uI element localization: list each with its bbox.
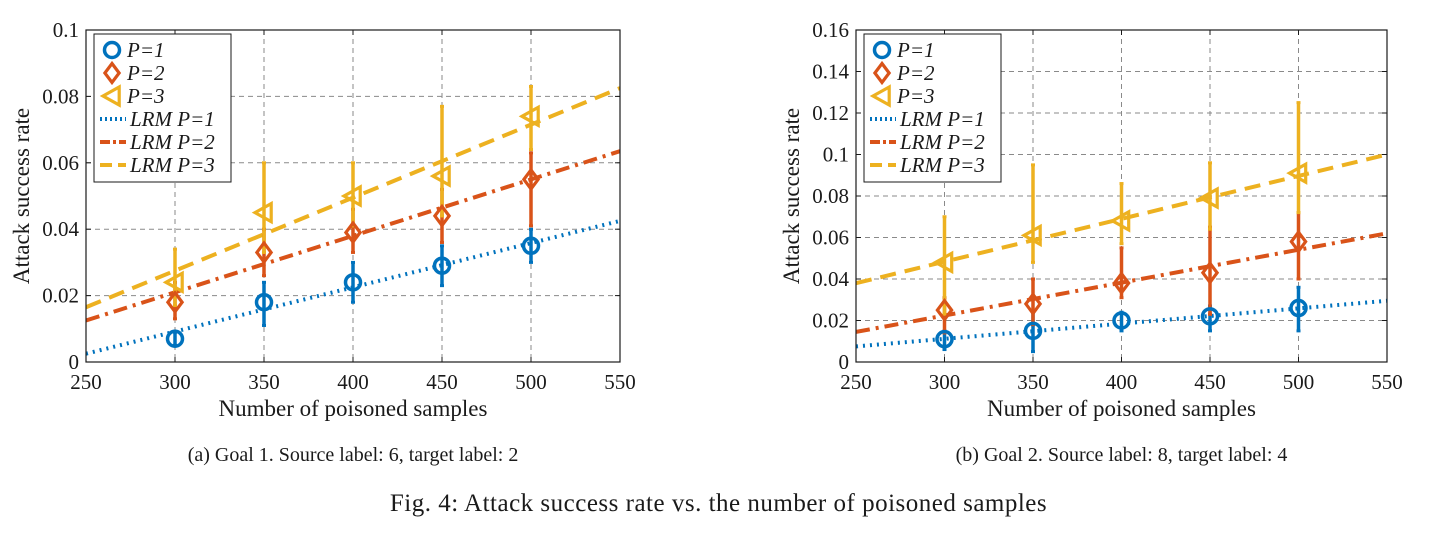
y-tick-label: 0.12 bbox=[812, 101, 849, 125]
legend-label: LRM P=1 bbox=[129, 107, 215, 131]
y-axis-label: Attack success rate bbox=[779, 108, 804, 284]
data-point-p1 bbox=[343, 273, 363, 292]
chart-b: 250 300 350 400 450 500 550 0 0.02 0.04 0.06 0.08 0.… bbox=[779, 18, 1403, 466]
panel-caption: (a) Goal 1. Source label: 6, target labe… bbox=[188, 444, 519, 466]
x-axis-label: Number of poisoned samples bbox=[219, 396, 488, 421]
data-point-p1 bbox=[1289, 298, 1308, 318]
legend-label: P=2 bbox=[126, 61, 165, 85]
chart-a: 250 300 350 400 450 500 550 0 0.02 0.04 0.06 0.08 0.… bbox=[9, 18, 636, 466]
x-tick-label: 400 bbox=[1106, 370, 1138, 394]
legend-box bbox=[93, 33, 232, 183]
legend-marker-p3 bbox=[99, 84, 121, 108]
y-tick-label: 0.02 bbox=[812, 309, 849, 333]
y-tick-label: 0.08 bbox=[812, 184, 849, 208]
data-point-p2 bbox=[1112, 270, 1131, 296]
legend-label: P=3 bbox=[896, 84, 935, 108]
legend-box bbox=[863, 33, 1002, 183]
data-point-p1 bbox=[432, 256, 452, 275]
x-tick-label: 450 bbox=[426, 370, 458, 394]
y-tick-label: 0.04 bbox=[812, 267, 849, 291]
plot-area bbox=[86, 84, 620, 356]
data-point-p1 bbox=[254, 292, 274, 312]
y-tick-label: 0.1 bbox=[823, 143, 849, 167]
legend-marker-p2 bbox=[102, 60, 122, 86]
x-tick-label: 300 bbox=[929, 370, 961, 394]
y-tick-label: 0 bbox=[69, 350, 80, 374]
x-tick-label: 350 bbox=[1017, 370, 1049, 394]
plot-area bbox=[856, 101, 1387, 354]
data-point-p2 bbox=[1200, 260, 1220, 285]
y-tick-label: 0.14 bbox=[812, 60, 849, 84]
y-tick-label: 0.06 bbox=[812, 226, 849, 250]
x-tick-label: 550 bbox=[1371, 370, 1403, 394]
data-point-p3 bbox=[1286, 161, 1308, 185]
legend-label: LRM P=2 bbox=[899, 130, 985, 154]
data-point-p3 bbox=[932, 250, 954, 275]
legend-label: P=1 bbox=[896, 38, 935, 62]
y-tick-label: 0 bbox=[839, 350, 850, 374]
x-tick-label: 500 bbox=[515, 370, 547, 394]
data-point-p3 bbox=[162, 270, 184, 295]
data-point-p3 bbox=[1197, 186, 1219, 210]
x-tick-label: 250 bbox=[70, 370, 102, 394]
data-point-p2 bbox=[1023, 291, 1043, 317]
panel-caption: (b) Goal 2. Source label: 8, target labe… bbox=[956, 444, 1288, 466]
x-tick-label: 250 bbox=[840, 370, 872, 394]
legend-label: P=2 bbox=[896, 61, 935, 85]
data-point-p1 bbox=[521, 236, 541, 256]
y-tick-label: 0.02 bbox=[42, 284, 79, 308]
x-axis-label: Number of poisoned samples bbox=[987, 396, 1256, 421]
data-point-p1 bbox=[165, 329, 185, 349]
figure-caption: Fig. 4: Attack success rate vs. the numb… bbox=[389, 490, 1048, 517]
y-tick-label: 0.1 bbox=[53, 18, 79, 42]
legend-marker-p1 bbox=[102, 40, 122, 60]
y-tick-label: 0.08 bbox=[42, 84, 79, 108]
data-point-p2 bbox=[1289, 229, 1308, 254]
legend-label: LRM P=2 bbox=[129, 130, 215, 154]
legend-label: LRM P=1 bbox=[899, 107, 985, 131]
axes-box bbox=[855, 29, 1388, 363]
data-point-p2 bbox=[521, 167, 541, 192]
legend-label: LRM P=3 bbox=[129, 153, 215, 177]
legend-label: P=3 bbox=[126, 84, 165, 108]
data-point-p2 bbox=[254, 240, 274, 265]
x-tick-label: 300 bbox=[159, 370, 191, 394]
data-point-p3 bbox=[429, 164, 451, 188]
data-point-p3 bbox=[518, 104, 540, 129]
data-point-p3 bbox=[1020, 223, 1042, 248]
x-tick-label: 350 bbox=[248, 370, 280, 394]
data-point-p2 bbox=[343, 220, 363, 245]
y-tick-label: 0.16 bbox=[812, 18, 849, 42]
x-tick-label: 500 bbox=[1283, 370, 1315, 394]
legend-label: P=1 bbox=[126, 38, 165, 62]
legend-marker-p3 bbox=[869, 84, 891, 108]
legend-marker-p1 bbox=[872, 40, 892, 60]
data-point-p3 bbox=[251, 200, 273, 225]
data-point-p3 bbox=[340, 184, 362, 208]
data-point-p1 bbox=[935, 329, 954, 349]
data-point-p2 bbox=[935, 297, 954, 323]
y-tick-label: 0.06 bbox=[42, 151, 79, 175]
data-point-p2 bbox=[165, 290, 185, 315]
axes-box bbox=[85, 29, 621, 363]
legend-marker-p2 bbox=[872, 60, 892, 86]
data-point-p1 bbox=[1112, 311, 1131, 330]
data-point-p1 bbox=[1023, 321, 1043, 341]
y-axis-label: Attack success rate bbox=[9, 108, 34, 284]
y-tick-label: 0.04 bbox=[42, 217, 79, 241]
x-tick-label: 400 bbox=[337, 370, 369, 394]
x-tick-label: 550 bbox=[604, 370, 636, 394]
data-point-p1 bbox=[1200, 307, 1220, 326]
legend-label: LRM P=3 bbox=[899, 153, 985, 177]
data-point-p3 bbox=[1109, 209, 1131, 233]
x-tick-label: 450 bbox=[1194, 370, 1226, 394]
data-point-p2 bbox=[432, 203, 452, 229]
